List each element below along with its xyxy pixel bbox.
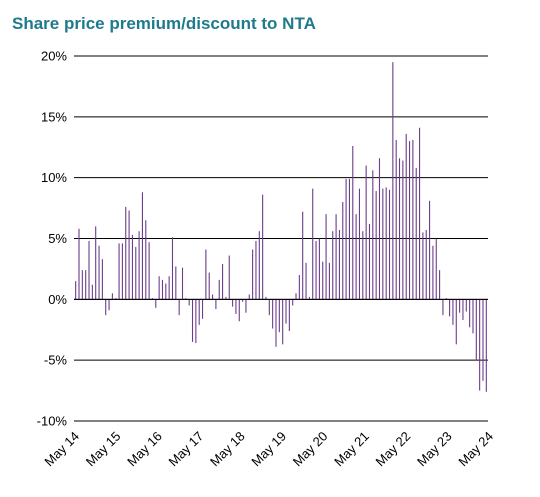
x-tick-labels: May 14 May 15 May 16 May 17 May 18 May 19 May … (41, 429, 496, 470)
x-tick-label: May 14 (41, 429, 82, 470)
y-tick-label: 5% (48, 231, 67, 246)
x-tick-label: May 21 (331, 429, 372, 470)
x-tick-label: May 24 (455, 429, 496, 470)
x-tick-label: May 15 (83, 429, 124, 470)
y-tick-label: -5% (44, 353, 68, 368)
x-tick-label: May 23 (414, 429, 455, 470)
x-tick-label: May 17 (166, 429, 207, 470)
chart-title: Share price premium/discount to NTA (12, 14, 316, 33)
x-tick-label: May 18 (207, 429, 248, 470)
x-tick-label: May 19 (248, 429, 289, 470)
y-tick-label: 20% (41, 49, 67, 64)
x-tick-label: May 20 (290, 429, 331, 470)
y-tick-label: 0% (48, 292, 67, 307)
x-tick-label: May 16 (124, 429, 165, 470)
bar-series (75, 62, 487, 392)
x-tick-label: May 22 (373, 429, 414, 470)
y-tick-label: 15% (41, 109, 67, 124)
y-tick-label: -10% (37, 414, 68, 429)
y-tick-label: 10% (41, 170, 67, 185)
y-tick-labels: 20% 15% 10% 5% 0% -5% -10% (37, 49, 68, 429)
